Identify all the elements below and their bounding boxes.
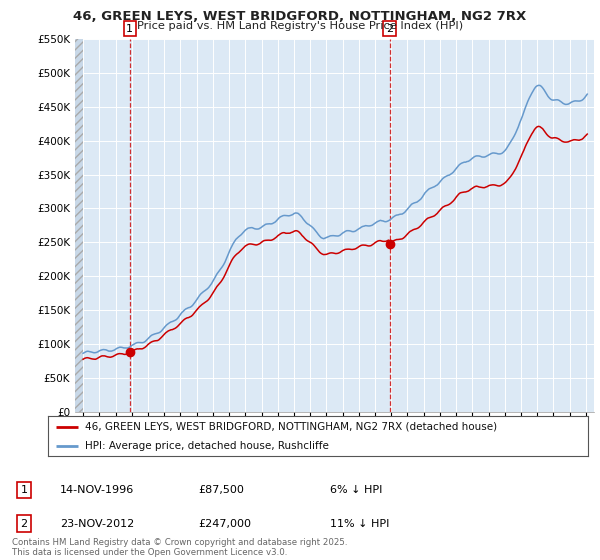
Text: 46, GREEN LEYS, WEST BRIDGFORD, NOTTINGHAM, NG2 7RX (detached house): 46, GREEN LEYS, WEST BRIDGFORD, NOTTINGH… [85, 422, 497, 432]
Text: Contains HM Land Registry data © Crown copyright and database right 2025.
This d: Contains HM Land Registry data © Crown c… [12, 538, 347, 557]
Text: £87,500: £87,500 [198, 485, 244, 495]
Text: 23-NOV-2012: 23-NOV-2012 [60, 519, 134, 529]
Bar [75, 39, 83, 412]
Text: 1: 1 [20, 485, 28, 495]
Text: 6% ↓ HPI: 6% ↓ HPI [330, 485, 382, 495]
Text: 1: 1 [127, 24, 133, 34]
Text: HPI: Average price, detached house, Rushcliffe: HPI: Average price, detached house, Rush… [85, 441, 329, 450]
Text: 11% ↓ HPI: 11% ↓ HPI [330, 519, 389, 529]
Text: £247,000: £247,000 [198, 519, 251, 529]
Text: 2: 2 [386, 24, 393, 34]
Text: 46, GREEN LEYS, WEST BRIDGFORD, NOTTINGHAM, NG2 7RX: 46, GREEN LEYS, WEST BRIDGFORD, NOTTINGH… [73, 10, 527, 23]
Text: Price paid vs. HM Land Registry's House Price Index (HPI): Price paid vs. HM Land Registry's House … [137, 21, 463, 31]
Text: 14-NOV-1996: 14-NOV-1996 [60, 485, 134, 495]
Text: 2: 2 [20, 519, 28, 529]
